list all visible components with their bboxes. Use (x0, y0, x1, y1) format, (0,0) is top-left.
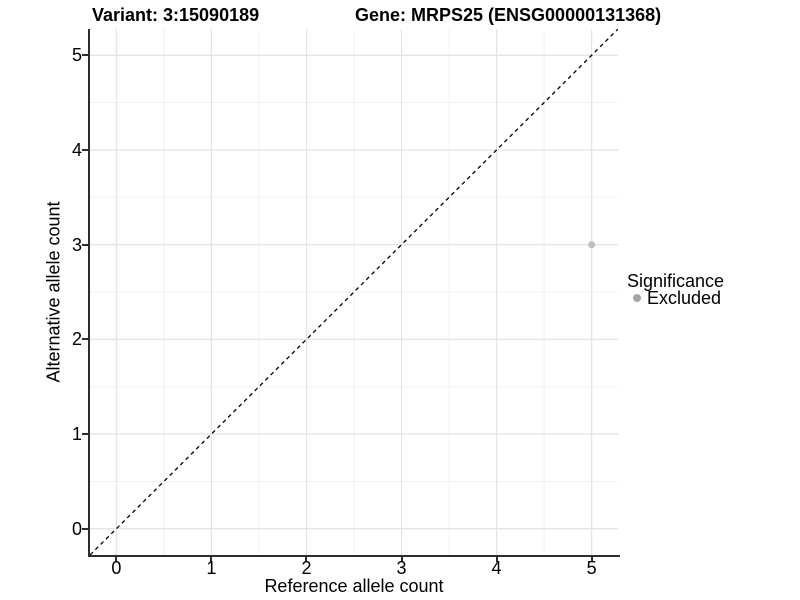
data-point (588, 241, 596, 249)
x-tick-label: 5 (586, 558, 597, 578)
y-tick-label: 2 (71, 329, 82, 350)
x-tick-label: 1 (206, 558, 217, 578)
gene-title: Gene: MRPS25 (ENSG00000131368) (355, 5, 662, 25)
x-tick-mark (495, 557, 498, 562)
y-tick-mark (82, 338, 88, 341)
y-tick-mark (82, 148, 88, 151)
y-tick-label: 0 (71, 518, 82, 539)
plot-panel (90, 29, 618, 555)
y-axis-line (88, 29, 90, 557)
x-tick-label: 4 (491, 558, 502, 578)
y-axis-title: Alternative allele count (43, 201, 64, 383)
x-tick-mark (590, 557, 593, 562)
y-tick-label: 4 (71, 139, 82, 160)
x-tick-mark (210, 557, 213, 562)
x-tick-mark (115, 557, 118, 562)
x-tick-label: 2 (301, 558, 312, 578)
x-axis-title: Reference allele count (264, 576, 444, 596)
legend-title: Significance (627, 271, 725, 291)
y-tick-mark (82, 243, 88, 246)
y-tick-label: 3 (71, 234, 82, 255)
x-tick-mark (305, 557, 308, 562)
variant-title: Variant: 3:15090189 (92, 5, 260, 25)
x-tick-label: 0 (111, 558, 122, 578)
legend-item-excluded: Excluded (633, 288, 721, 308)
legend-point-icon (633, 294, 641, 302)
x-axis-line (88, 555, 620, 557)
legend-item-label: Excluded (647, 288, 722, 308)
y-tick-mark (82, 433, 88, 436)
y-tick-mark (82, 54, 88, 57)
x-tick-label: 3 (396, 558, 407, 578)
y-tick-mark (82, 527, 88, 530)
x-tick-mark (400, 557, 403, 562)
y-tick-label: 1 (71, 424, 82, 445)
y-tick-label: 5 (71, 45, 82, 66)
